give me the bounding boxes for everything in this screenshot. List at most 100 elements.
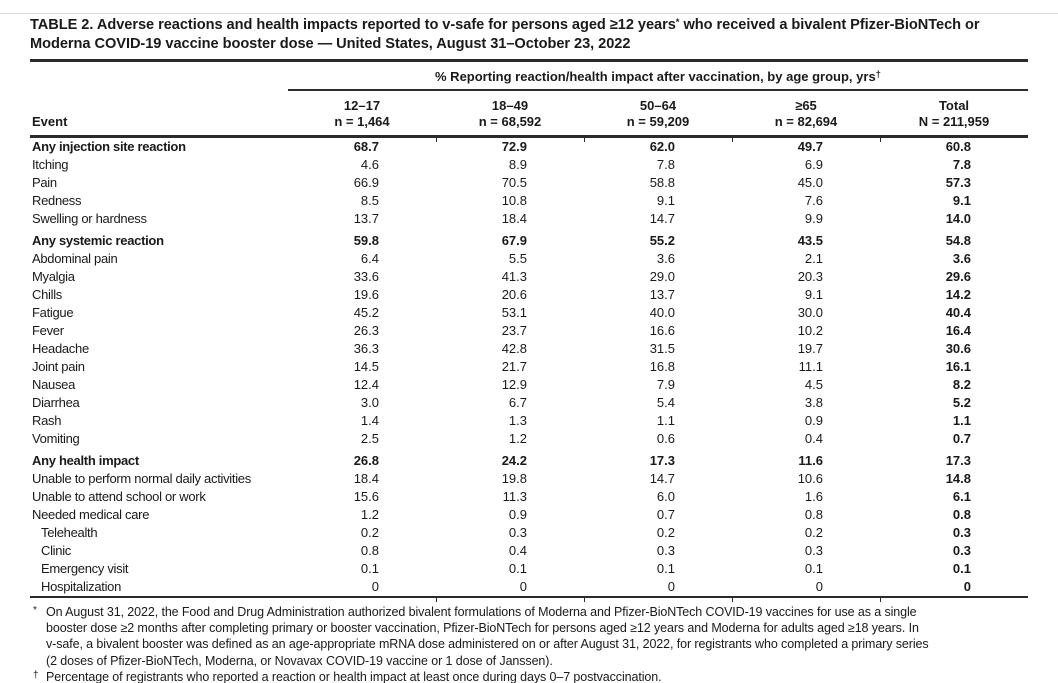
cell-value: 29.0 xyxy=(649,269,675,284)
cell-value: 20.6 xyxy=(501,287,527,302)
row-label: Fever xyxy=(32,323,64,338)
cell-value: 23.7 xyxy=(501,323,527,338)
cell-value: 7.6 xyxy=(804,193,823,208)
table-title-line1: TABLE 2. Adverse reactions and health im… xyxy=(30,17,1028,36)
cell-value: 10.2 xyxy=(797,323,823,338)
column-tick xyxy=(880,138,881,142)
age-group-header: 18–49 n = 68,592 xyxy=(436,98,584,129)
row-label: Swelling or hardness xyxy=(32,211,147,226)
footnote-asterisk: * On August 31, 2022, the Food and Drug … xyxy=(30,604,1028,669)
table-row: Nausea 12.4 12.9 7.9 4.5 8.2 xyxy=(30,376,1028,394)
cell-value: 19.6 xyxy=(353,287,379,302)
cell-value: 0.8 xyxy=(952,507,971,522)
table-row: Needed medical care 1.2 0.9 0.7 0.8 0.8 xyxy=(30,506,1028,524)
cell-value: 40.4 xyxy=(945,305,971,320)
cell-value: 19.8 xyxy=(501,471,527,486)
row-label: Pain xyxy=(32,175,57,190)
cell-value: 0.7 xyxy=(952,431,971,446)
table-title-line2: Moderna COVID-19 vaccine booster dose — … xyxy=(30,35,631,52)
cell-value: 5.5 xyxy=(508,251,527,266)
cell-value: 15.6 xyxy=(353,489,379,504)
row-label: Itching xyxy=(32,157,69,172)
row-label: Abdominal pain xyxy=(32,251,118,266)
cell-value: 12.4 xyxy=(353,377,379,392)
cell-value: 0.2 xyxy=(360,525,379,540)
dagger-marker: † xyxy=(33,669,39,681)
cell-value: 70.5 xyxy=(501,175,527,190)
cell-value: 36.3 xyxy=(353,341,379,356)
row-label: Hospitalization xyxy=(41,579,122,594)
cell-value: 1.1 xyxy=(952,413,971,428)
table-row: Unable to attend school or work 15.6 11.3 6… xyxy=(30,488,1028,506)
cell-value: 0 xyxy=(963,579,971,594)
asterisk-marker: * xyxy=(33,605,37,616)
table-row: Unable to perform normal daily activitie… xyxy=(30,470,1028,488)
cell-value: 59.8 xyxy=(353,233,379,248)
row-label: Fatigue xyxy=(32,305,74,320)
table-bottom-rule xyxy=(30,596,1028,602)
cell-value: 40.0 xyxy=(649,305,675,320)
cell-value: 6.9 xyxy=(804,157,823,172)
age-group-header: 12–17 n = 1,464 xyxy=(288,98,436,129)
cell-value: 0.7 xyxy=(656,507,675,522)
cell-value: 31.5 xyxy=(649,341,675,356)
cell-value: 6.4 xyxy=(360,251,379,266)
cell-value: 16.6 xyxy=(649,323,675,338)
cell-value: 6.7 xyxy=(508,395,527,410)
sample-size-label: N = 211,959 xyxy=(918,113,990,129)
cell-value: 57.3 xyxy=(945,175,971,190)
title-text-pre: TABLE 2. Adverse reactions and health im… xyxy=(30,17,676,33)
sample-size-label: n = 68,592 xyxy=(478,113,542,129)
table-row: Any systemic reaction 59.8 67.9 55.2 43.5 54.… xyxy=(30,232,1028,250)
cell-value: 0.1 xyxy=(952,561,971,576)
age-group-label: Total xyxy=(938,98,970,113)
cell-value: 7.8 xyxy=(656,157,675,172)
cell-value: 14.8 xyxy=(945,471,971,486)
age-group-label: 50–64 xyxy=(639,98,677,113)
cell-value: 14.5 xyxy=(353,359,379,374)
cell-value: 21.7 xyxy=(501,359,527,374)
cell-value: 12.9 xyxy=(501,377,527,392)
cell-value: 0.1 xyxy=(804,561,823,576)
cell-value: 1.4 xyxy=(360,413,379,428)
footnote-line: booster dose ≥2 months after completing … xyxy=(46,621,919,636)
cell-value: 0.9 xyxy=(508,507,527,522)
cell-value: 0 xyxy=(667,579,675,594)
sample-size-label: n = 59,209 xyxy=(626,113,690,129)
cell-value: 0.3 xyxy=(508,525,527,540)
cell-value: 30.0 xyxy=(797,305,823,320)
cell-value: 0.8 xyxy=(804,507,823,522)
cell-value: 62.0 xyxy=(649,139,675,154)
header-rule xyxy=(30,135,1028,142)
table-row: Abdominal pain 6.4 5.5 3.6 2.1 3.6 xyxy=(30,250,1028,268)
table-row: Emergency visit 0.1 0.1 0.1 0.1 0.1 xyxy=(30,560,1028,578)
column-headers: Event 12–17 n = 1,464 18–49 n = 68,592 50–64… xyxy=(30,91,1028,135)
cell-value: 2.5 xyxy=(360,431,379,446)
spanner-dagger-superscript: † xyxy=(875,69,881,80)
cell-value: 16.1 xyxy=(945,359,971,374)
cell-value: 26.3 xyxy=(353,323,379,338)
cell-value: 14.2 xyxy=(945,287,971,302)
table-title: TABLE 2. Adverse reactions and health im… xyxy=(30,17,1028,52)
table-content: TABLE 2. Adverse reactions and health im… xyxy=(30,17,1028,683)
cell-value: 0.4 xyxy=(804,431,823,446)
cell-value: 3.8 xyxy=(804,395,823,410)
column-tick xyxy=(732,138,733,142)
cell-value: 19.7 xyxy=(797,341,823,356)
cell-value: 18.4 xyxy=(353,471,379,486)
column-tick xyxy=(584,138,585,142)
cell-value: 3.0 xyxy=(360,395,379,410)
cell-value: 6.1 xyxy=(952,489,971,504)
column-tick xyxy=(732,598,733,602)
age-group-label: ≥65 xyxy=(795,98,817,113)
table-row: Any health impact 26.8 24.2 17.3 11.6 17.3 xyxy=(30,452,1028,470)
cell-value: 72.9 xyxy=(501,139,527,154)
cell-value: 0.2 xyxy=(656,525,675,540)
column-tick xyxy=(584,598,585,602)
row-label: Headache xyxy=(32,341,89,356)
cell-value: 9.1 xyxy=(656,193,675,208)
column-spanner-heading: % Reporting reaction/health impact after… xyxy=(288,62,1028,89)
row-label: Nausea xyxy=(32,377,76,392)
cell-value: 0.1 xyxy=(508,561,527,576)
